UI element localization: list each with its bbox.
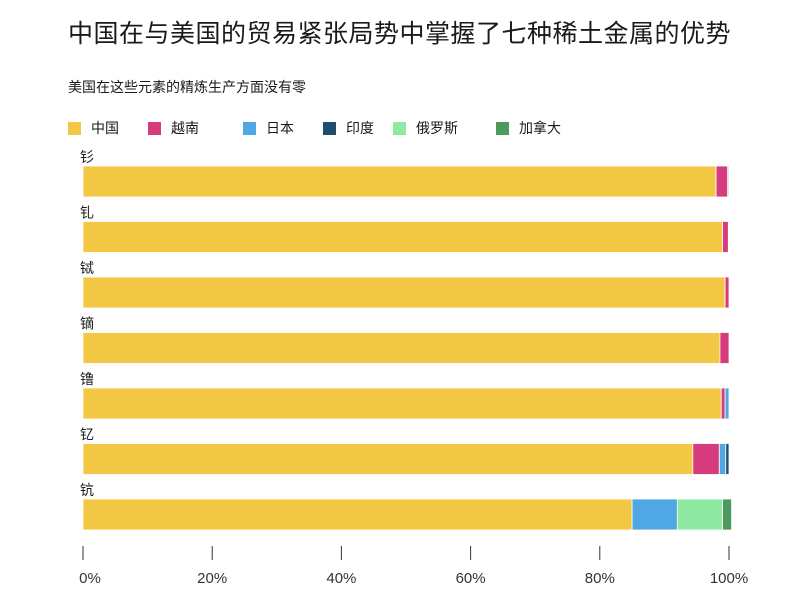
category-label: 镝: [80, 316, 94, 333]
x-tick-label: 60%: [456, 570, 486, 587]
bar-segment: [82, 498, 633, 531]
category-label: 钐: [80, 150, 94, 166]
legend-swatch: [393, 121, 406, 135]
legend-item: 日本: [243, 118, 294, 138]
x-tick-label: 0%: [79, 570, 101, 587]
legend-label: 中国: [91, 121, 119, 137]
legend-item: 越南: [148, 118, 199, 138]
bar-segment: [82, 387, 722, 420]
bar-segment: [82, 276, 726, 309]
legend-item: 俄罗斯: [393, 118, 458, 138]
x-tick-label: 20%: [197, 570, 227, 587]
bar-segment: [692, 443, 720, 475]
x-tick-label: 100%: [710, 570, 748, 587]
legend-item: 加拿大: [496, 118, 561, 138]
category-label: 钇: [80, 428, 94, 444]
bar-segment: [82, 221, 723, 253]
x-axis: 0% 20% 40% 60% 80% 100%: [79, 546, 748, 587]
bar-segment: [720, 387, 726, 420]
bar-segment: [724, 276, 730, 309]
legend-swatch: [496, 121, 509, 135]
bar-segment: [715, 165, 729, 198]
bar-segment: [82, 443, 694, 475]
legend-item: 中国: [68, 118, 119, 138]
legend-label: 俄罗斯: [416, 121, 458, 137]
bar-segment: [718, 443, 727, 475]
legend-label: 印度: [346, 121, 374, 137]
legend: 中国 越南 日本 印度 俄罗斯 加拿大: [68, 118, 788, 138]
bar-segment: [727, 221, 730, 253]
bar-segment: [82, 332, 721, 364]
legend-swatch: [323, 121, 336, 135]
x-tick-label: 80%: [585, 570, 615, 587]
chart-subtitle: 美国在这些元素的精炼生产方面没有零: [68, 80, 306, 96]
category-label: 铽: [80, 261, 94, 277]
bar-segment: [722, 221, 729, 253]
legend-swatch: [148, 121, 161, 135]
bar-segment: [631, 498, 678, 531]
legend-swatch: [68, 121, 81, 135]
category-label: 镥: [80, 372, 94, 388]
bar-segment: [82, 165, 717, 198]
bar-segment: [724, 387, 730, 420]
bar-segment: [725, 443, 730, 475]
legend-item: 印度: [323, 118, 374, 138]
category-label: 钪: [80, 483, 94, 499]
x-tick-label: 40%: [326, 570, 356, 587]
bar-segment: [719, 332, 730, 364]
bar-segment: [676, 498, 723, 531]
category-label: 钆: [80, 206, 94, 222]
legend-label: 加拿大: [519, 121, 561, 137]
legend-swatch: [243, 121, 256, 135]
chart-title: 中国在与美国的贸易紧张局势中掌握了七种稀土金属的优势: [68, 19, 732, 48]
legend-label: 日本: [266, 121, 294, 137]
bar-segment: [722, 498, 732, 531]
bar-segment: [727, 165, 730, 198]
legend-label: 越南: [171, 121, 199, 137]
